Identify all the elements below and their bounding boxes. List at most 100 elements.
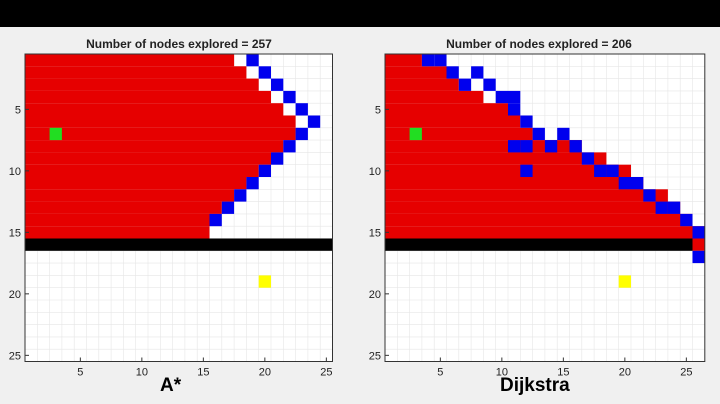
dijkstra-frontier-cell: [655, 201, 668, 214]
astar-start-node: [49, 127, 62, 141]
dijkstra-wall: [385, 238, 693, 251]
dijkstra-xtick-label: 5: [437, 367, 443, 379]
dijkstra-frontier-cell: [594, 164, 607, 177]
astar-frontier-cell: [271, 78, 284, 91]
dijkstra-frontier-cell: [471, 66, 484, 79]
astar-xtick-label: 20: [259, 367, 271, 379]
astar-title: Number of nodes explored = 257: [86, 37, 272, 51]
dijkstra-frontier-cell: [667, 201, 681, 214]
astar-explored-cell: [25, 152, 271, 165]
dijkstra-frontier-cell: [631, 177, 644, 190]
dijkstra-goal-node: [618, 275, 631, 288]
dijkstra-frontier-cell: [581, 152, 595, 165]
astar-frontier-cell: [234, 189, 247, 202]
astar-panel: Number of nodes explored = 257 5 10 15 20 25…: [0, 27, 358, 404]
dijkstra-explored-cell: [385, 90, 484, 104]
dijkstra-explored-cell: [385, 54, 422, 67]
astar-frontier-cell: [246, 54, 259, 67]
dijkstra-frontier-cell: [520, 115, 533, 128]
astar-frontier-cell: [283, 140, 296, 153]
astar-goal-node: [258, 275, 271, 288]
dijkstra-frontier-cell: [532, 127, 545, 141]
dijkstra-frontier-cell: [618, 177, 631, 190]
dijkstra-grid-plot: 5 10 15 20 25 5 10 15 20 25: [369, 53, 706, 379]
dijkstra-frontier-cell: [508, 140, 521, 153]
dijkstra-frontier-cell: [606, 164, 619, 177]
astar-explored-cell: [25, 164, 259, 177]
dijkstra-frontier-cell: [544, 140, 558, 153]
astar-wall: [25, 238, 333, 251]
dijkstra-frontier-cell: [434, 54, 447, 67]
dijkstra-ytick-label: 10: [369, 166, 381, 178]
astar-explored-cell: [25, 140, 284, 153]
astar-xtick-label: 25: [320, 367, 332, 379]
dijkstra-explored-cell: [385, 66, 447, 79]
dijkstra-frontier-cell: [508, 103, 521, 116]
astar-ytick-label: 20: [9, 289, 21, 301]
dijkstra-caption: Dijkstra: [500, 375, 570, 396]
dijkstra-explored-cell: [385, 201, 681, 214]
astar-explored-cell: [25, 90, 271, 104]
astar-explored-cell: [25, 201, 222, 214]
dijkstra-frontier-cell: [643, 189, 656, 202]
dijkstra-frontier-cell: [692, 226, 705, 239]
astar-frontier-cell: [258, 66, 271, 79]
astar-ytick-label: 5: [15, 104, 21, 116]
astar-explored-cell: [25, 66, 247, 79]
dijkstra-explored-cell: [385, 189, 668, 202]
astar-frontier-cell: [307, 115, 321, 128]
dijkstra-panel: Number of nodes explored = 206 5 10 15 20 25…: [358, 27, 720, 404]
astar-explored-cell: [25, 189, 235, 202]
astar-xtick-label: 15: [197, 367, 209, 379]
astar-explored-cell: [25, 115, 296, 128]
astar-ytick-label: 10: [9, 166, 21, 178]
astar-frontier-cell: [209, 213, 222, 227]
dijkstra-ytick-label: 5: [375, 104, 381, 116]
dijkstra-frontier-cell: [520, 164, 533, 177]
dijkstra-frontier-cell: [446, 66, 459, 79]
dijkstra-xtick-label: 20: [619, 367, 631, 379]
dijkstra-explored-cell: [385, 164, 631, 177]
astar-ytick-label: 15: [9, 227, 21, 239]
astar-explored-cell: [25, 226, 210, 239]
dijkstra-explored-cell: [385, 115, 521, 128]
dijkstra-xtick-label: 25: [680, 367, 692, 379]
dijkstra-explored-cell: [385, 78, 459, 91]
dijkstra-ytick-label: 25: [369, 350, 381, 362]
dijkstra-xtick-label: 10: [496, 367, 508, 379]
dijkstra-explored-cell: [385, 213, 693, 227]
astar-xtick-label: 5: [77, 367, 83, 379]
astar-explored-cell: [25, 177, 247, 190]
astar-frontier-cell: [295, 103, 308, 116]
dijkstra-explored-cell: [385, 103, 508, 116]
dijkstra-frontier-cell: [557, 127, 570, 141]
dijkstra-explored-cell: [385, 226, 705, 239]
dijkstra-frontier-cell: [692, 250, 705, 264]
top-black-bar: [0, 0, 720, 27]
dijkstra-frontier-cell: [520, 140, 533, 153]
astar-explored-cell: [25, 103, 284, 116]
astar-explored-cell: [25, 213, 210, 227]
astar-frontier-cell: [246, 177, 259, 190]
dijkstra-axes-box: [384, 53, 706, 362]
dijkstra-explored-cell: [692, 238, 705, 251]
dijkstra-xtick-label: 15: [557, 367, 569, 379]
dijkstra-explored-cell: [385, 127, 533, 141]
dijkstra-explored-cell: [385, 152, 607, 165]
astar-ytick-label: 25: [9, 350, 21, 362]
astar-xtick-label: 10: [136, 367, 148, 379]
astar-caption: A*: [160, 375, 182, 396]
dijkstra-frontier-cell: [421, 54, 435, 67]
dijkstra-title: Number of nodes explored = 206: [446, 37, 632, 51]
dijkstra-ytick-label: 20: [369, 289, 381, 301]
astar-frontier-cell: [295, 127, 308, 141]
dijkstra-frontier-cell: [508, 90, 521, 104]
astar-grid-plot: 5 10 15 20 25 5 10 15 20 25: [9, 53, 333, 379]
dijkstra-frontier-cell: [458, 78, 472, 91]
dijkstra-frontier-cell: [483, 78, 496, 91]
astar-axes-box: [24, 53, 333, 362]
astar-frontier-cell: [283, 90, 296, 104]
astar-frontier-cell: [271, 152, 284, 165]
astar-explored-cell: [25, 127, 296, 141]
dijkstra-frontier-cell: [495, 90, 508, 104]
